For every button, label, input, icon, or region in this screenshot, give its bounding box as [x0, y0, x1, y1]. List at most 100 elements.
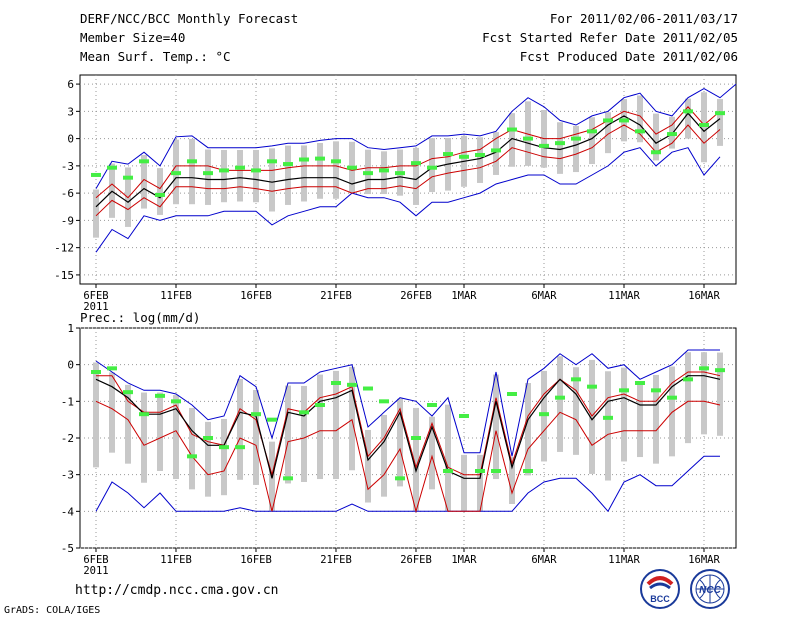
observation-marker — [187, 159, 197, 164]
observation-marker — [475, 469, 485, 473]
observation-marker — [443, 469, 453, 473]
observation-marker — [251, 168, 261, 173]
observation-marker — [491, 469, 501, 473]
observation-marker — [235, 165, 245, 170]
observation-marker — [411, 436, 421, 440]
observation-marker — [603, 415, 613, 420]
observation-marker — [539, 143, 549, 148]
observation-marker — [443, 152, 453, 157]
observation-marker — [475, 152, 485, 157]
observation-marker — [315, 156, 325, 161]
observation-marker — [667, 395, 677, 400]
x-tick-label: 1MAR — [451, 554, 477, 566]
observation-marker — [283, 162, 293, 167]
chart-panel-precipitation: 1 0 -1 -2 -3 -4 -5 6FEB 11FEB 16FEB 21FEB 26FEB 1MAR… — [61, 322, 737, 577]
spread-box — [589, 117, 595, 165]
observation-marker — [155, 192, 165, 197]
y-tick-label: -1 — [61, 395, 74, 408]
observation-marker — [571, 136, 581, 141]
observation-marker — [683, 377, 693, 382]
spread-box — [333, 370, 339, 480]
observation-marker — [235, 445, 245, 450]
year-label: 2011 — [83, 565, 108, 577]
y-tick-label: 6 — [67, 78, 74, 91]
max-envelope-line — [95, 83, 737, 189]
spread-box — [653, 113, 659, 161]
spread-box — [477, 454, 483, 512]
spread-box — [205, 149, 211, 205]
spread-box — [429, 416, 435, 490]
y-tick-label: -5 — [61, 542, 74, 555]
max-envelope-line — [95, 349, 720, 457]
observation-marker — [555, 141, 565, 146]
spread-box — [605, 371, 611, 481]
spread-box — [157, 168, 163, 215]
spread-box — [685, 352, 691, 444]
observation-marker — [203, 171, 213, 176]
x-tick-label: 26FEB — [400, 554, 432, 566]
y-tick-label: 0 — [67, 359, 74, 372]
spread-box — [125, 384, 131, 464]
observation-marker — [587, 384, 597, 389]
spread-box — [653, 374, 659, 464]
x-tick-label: 11MAR — [608, 290, 640, 302]
y-tick-label: -12 — [54, 242, 74, 255]
year-label: 2011 — [83, 301, 108, 313]
observation-marker — [267, 417, 277, 422]
observation-marker — [699, 122, 709, 127]
observation-marker — [427, 403, 437, 407]
observation-marker — [459, 154, 469, 159]
observation-marker — [363, 171, 373, 176]
x-tick-label: 21FEB — [320, 554, 352, 566]
ensemble-mean-line — [95, 375, 721, 479]
observation-marker — [395, 476, 405, 481]
ensemble-mean-line — [95, 112, 721, 208]
observation-marker — [459, 414, 469, 418]
spread-box — [557, 122, 563, 174]
observation-marker — [107, 165, 117, 170]
observation-marker — [315, 403, 325, 407]
x-tick-label: 11FEB — [160, 554, 192, 566]
x-tick-label: 6MAR — [531, 554, 557, 566]
spread-box — [637, 381, 643, 458]
spread-box — [141, 154, 147, 209]
observation-marker — [171, 399, 181, 404]
spread-box — [173, 395, 179, 480]
observation-marker — [155, 393, 165, 398]
observation-marker — [347, 382, 357, 387]
spread-box — [493, 374, 499, 480]
observation-marker — [603, 118, 613, 123]
spread-box — [221, 149, 227, 203]
min-envelope-line — [95, 147, 721, 253]
y-tick-label: -6 — [61, 187, 74, 200]
observation-marker — [635, 381, 645, 385]
spread-box — [301, 145, 307, 202]
observation-marker — [139, 412, 149, 417]
x-tick-label: 6FEB — [83, 290, 108, 302]
observation-marker — [507, 392, 517, 396]
spread-box — [109, 372, 115, 453]
ncc-logo-text: NCC — [699, 585, 721, 596]
spread-box — [317, 374, 323, 480]
observation-marker — [331, 381, 341, 385]
bcc-logo: BCC — [640, 569, 680, 609]
spread-box — [557, 356, 563, 452]
y-tick-label: -9 — [61, 214, 74, 227]
spread-box — [253, 149, 259, 203]
spread-box — [445, 404, 451, 512]
y-tick-label: 1 — [67, 322, 74, 335]
observation-marker — [203, 436, 213, 440]
x-tick-label: 16FEB — [240, 554, 272, 566]
observation-marker — [635, 129, 645, 134]
observation-marker — [619, 388, 629, 393]
spread-box — [189, 138, 195, 205]
y-tick-label: -4 — [61, 505, 75, 518]
observation-marker — [651, 150, 661, 155]
x-tick-label: 1MAR — [451, 290, 477, 302]
observation-marker — [363, 386, 373, 391]
spread-box — [269, 148, 275, 212]
spread-box — [493, 132, 499, 175]
top-chart-variable-label: Mean Surf. Temp.: °C — [80, 49, 231, 64]
member-size-label: Member Size=40 — [80, 30, 186, 45]
spread-box — [573, 367, 579, 455]
